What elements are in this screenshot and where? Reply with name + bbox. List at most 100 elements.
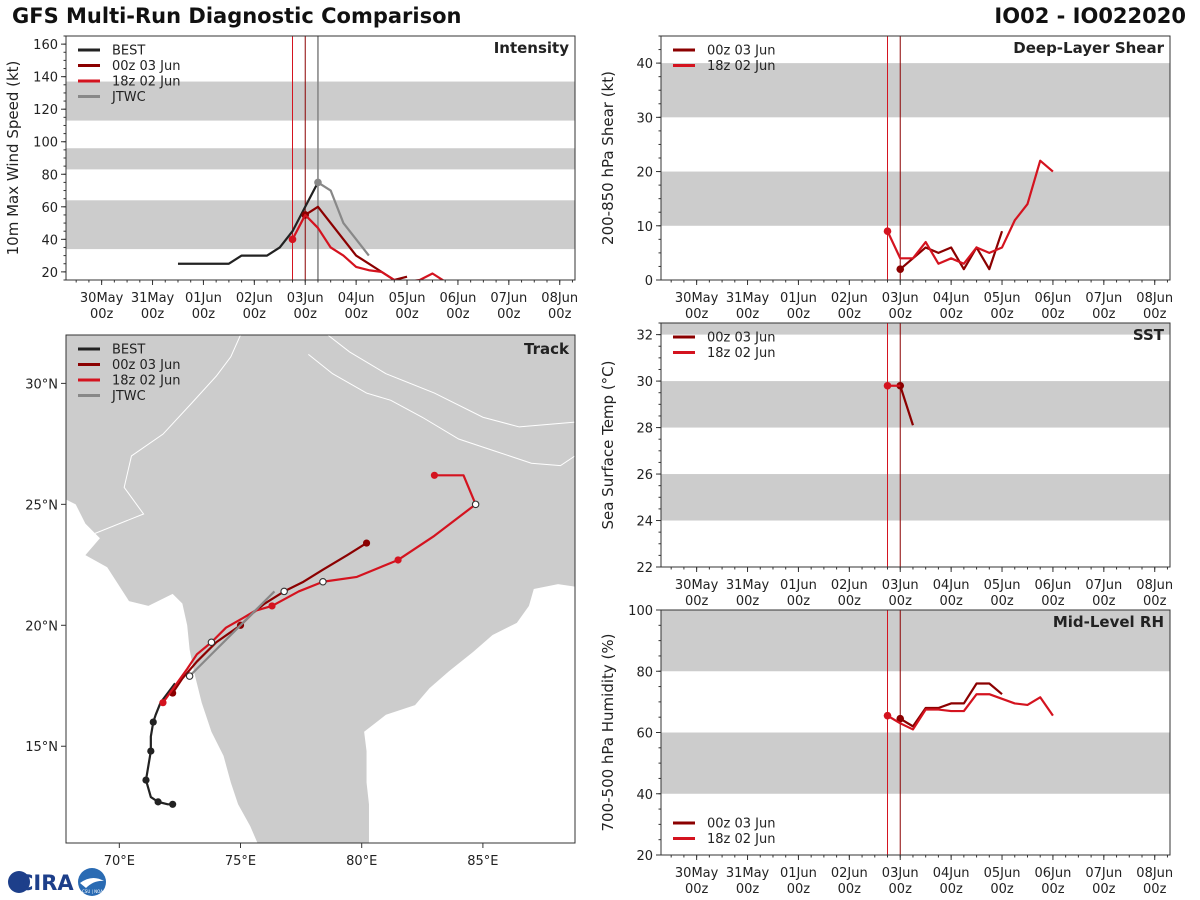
sst-xtick-label: 30May — [675, 578, 719, 593]
sst-xtick-label: 06Jun — [1035, 578, 1072, 593]
sst-xtick-label: 03Jun — [882, 578, 919, 593]
rh-legend-label: 18z 02 Jun — [707, 832, 776, 847]
sst-series-0 — [899, 385, 915, 426]
track-series-3 — [188, 590, 276, 677]
intensity-xtick-label: 04Jun — [338, 291, 375, 306]
rh-xtick-label: 00z — [685, 882, 709, 897]
intensity-ylabel: 10m Max Wind Speed (kt) — [4, 61, 22, 256]
shear-xtick-label: 31May — [726, 291, 770, 306]
intensity-xtick-label: 00z — [446, 307, 470, 322]
shear-xtick-label: 05Jun — [984, 291, 1021, 306]
shear-xtick-label: 00z — [838, 307, 862, 322]
sst-ytick-label: 32 — [636, 329, 653, 344]
border-0 — [94, 335, 241, 534]
logo-text: CIRA — [18, 871, 74, 895]
rh-ytick-label: 20 — [636, 849, 653, 864]
rh-xtick-label: 05Jun — [984, 866, 1021, 881]
track-series-2-open-point — [471, 500, 480, 509]
track-xtick-label: 85°E — [467, 854, 498, 869]
rh-series-1 — [886, 693, 1054, 731]
rh-xtick-label: 00z — [1092, 882, 1116, 897]
intensity-xtick-label: 30May — [80, 291, 124, 306]
land — [66, 335, 575, 843]
track-series-0-point — [154, 798, 162, 806]
intensity-xtick-label: 00z — [395, 307, 419, 322]
shear-ytick-label: 40 — [636, 57, 653, 72]
track-series-2-point — [159, 699, 167, 707]
rh-xtick-label: 00z — [736, 882, 760, 897]
rh-legend-label: 00z 03 Jun — [707, 817, 776, 832]
shear-series-0-marker — [896, 265, 905, 273]
sst-xtick-label: 01Jun — [780, 578, 817, 593]
shear-series-0 — [899, 230, 1004, 271]
track-series-2-point — [268, 602, 276, 610]
intensity-band-0 — [66, 200, 575, 250]
sst-xtick-label: 00z — [685, 594, 709, 609]
track-series-2-point — [394, 556, 402, 564]
shear-xtick-label: 00z — [1041, 307, 1065, 322]
shear-xtick-label: 00z — [787, 307, 811, 322]
intensity-ytick-label: 40 — [41, 233, 58, 248]
rh-xtick-label: 31May — [726, 866, 770, 881]
rh-ytick-label: 80 — [636, 665, 653, 680]
sst-ytick-label: 24 — [636, 515, 653, 530]
rh-xtick-label: 07Jun — [1085, 866, 1122, 881]
intensity-xtick-label: 31May — [131, 291, 175, 306]
track-xtick-label: 75°E — [225, 854, 256, 869]
track-ytick-label: 30°N — [25, 377, 58, 392]
intensity-ytick-label: 20 — [41, 266, 58, 281]
shear-legend-label: 00z 03 Jun — [707, 44, 776, 59]
intensity-xtick-label: 06Jun — [440, 291, 477, 306]
shear-xtick-label: 04Jun — [933, 291, 970, 306]
sst-xtick-label: 00z — [889, 594, 913, 609]
shear-band-1 — [661, 63, 1170, 118]
sst-panel: 22242628303230May00z31May00z01Jun00z02Ju… — [599, 322, 1173, 609]
rh-xtick-label: 08Jun — [1136, 866, 1173, 881]
rh-xtick-label: 00z — [889, 882, 913, 897]
rh-xtick-label: 06Jun — [1035, 866, 1072, 881]
sst-xtick-label: 04Jun — [933, 578, 970, 593]
intensity-xtick-label: 00z — [294, 307, 318, 322]
sst-ytick-label: 26 — [636, 468, 653, 483]
sst-xtick-label: 08Jun — [1136, 578, 1173, 593]
intensity-xtick-label: 07Jun — [490, 291, 527, 306]
rh-ytick-label: 100 — [628, 604, 653, 619]
sst-xtick-label: 00z — [787, 594, 811, 609]
shear-legend-label: 18z 02 Jun — [707, 59, 776, 74]
rh-panel: 2040608010030May00z31May00z01Jun00z02Jun… — [599, 604, 1173, 897]
shear-xtick-label: 00z — [1092, 307, 1116, 322]
border-1 — [308, 353, 575, 467]
rh-xtick-label: 04Jun — [933, 866, 970, 881]
sst-xtick-label: 02Jun — [831, 578, 868, 593]
track-series-3-open-point — [185, 672, 194, 680]
shear-ytick-label: 10 — [636, 220, 653, 235]
sst-xtick-label: 00z — [1041, 594, 1065, 609]
sst-legend-label: 00z 03 Jun — [707, 331, 776, 346]
track-legend-label: BEST — [112, 343, 145, 358]
intensity-legend-label: 18z 02 Jun — [112, 75, 181, 90]
intensity-xtick-label: 08Jun — [541, 291, 578, 306]
rh-xtick-label: 00z — [787, 882, 811, 897]
intensity-xtick-label: 00z — [497, 307, 521, 322]
sst-xtick-label: 00z — [736, 594, 760, 609]
rh-series-0-marker — [896, 714, 905, 723]
intensity-series-2 — [291, 213, 445, 280]
rh-band-1 — [661, 610, 1170, 672]
rh-xtick-label: 02Jun — [831, 866, 868, 881]
shear-xtick-label: 00z — [939, 307, 963, 322]
sst-series-1-marker — [883, 381, 892, 390]
intensity-legend-label: JTWC — [111, 90, 146, 105]
rh-xtick-label: 03Jun — [882, 866, 919, 881]
track-title: Track — [524, 340, 570, 358]
intensity-xtick-label: 00z — [548, 307, 572, 322]
sst-band-1 — [661, 381, 1170, 428]
track-legend-label: 18z 02 Jun — [112, 374, 181, 389]
track-ytick-label: 15°N — [25, 740, 58, 755]
intensity-series-0 — [177, 181, 319, 265]
sst-title: SST — [1133, 326, 1165, 344]
track-legend-label: JTWC — [111, 389, 146, 404]
shear-xtick-label: 00z — [990, 307, 1014, 322]
intensity-ytick-label: 60 — [41, 201, 58, 216]
intensity-xtick-label: 03Jun — [287, 291, 324, 306]
